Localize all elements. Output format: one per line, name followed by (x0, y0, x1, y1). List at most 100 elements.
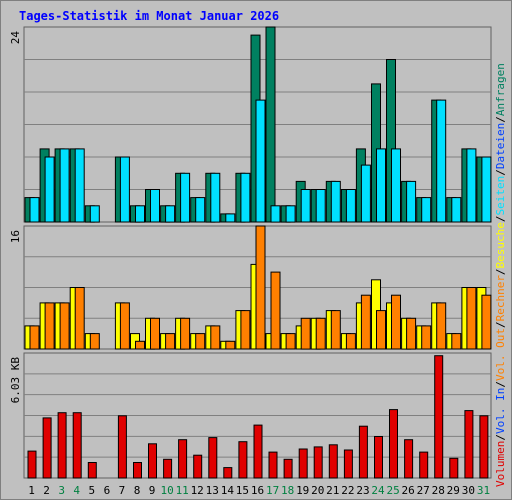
x-tick-label-day-26: 26 (401, 484, 414, 497)
bar-rechner-day-26 (406, 317, 417, 350)
legend-separator: / (494, 215, 507, 222)
bar-volumen-day-25 (389, 409, 398, 479)
x-tick-label-day-14: 14 (221, 484, 235, 497)
bar-volumen-day-31 (479, 415, 489, 479)
x-tick-label-day-29: 29 (447, 484, 460, 497)
bar-dateien-day-11 (180, 172, 191, 223)
bar-dateien-day-10 (165, 205, 176, 223)
bar-volumen-day-21 (328, 444, 338, 479)
x-tick-label-day-12: 12 (191, 484, 204, 497)
bar-rechner-day-13 (210, 325, 221, 350)
bar-rechner-day-27 (421, 325, 432, 350)
bar-volumen-day-29 (449, 457, 459, 479)
legend-entry-volumen: Volumen (494, 441, 507, 487)
y-axis-max-label: 6.03 KB (9, 357, 22, 404)
bar-dateien-day-29 (451, 197, 462, 223)
bar-dateien-day-16 (255, 99, 266, 223)
bar-volumen-day-15 (238, 441, 248, 479)
bar-rechner-day-22 (345, 333, 356, 350)
bar-volumen-day-10 (163, 458, 173, 479)
bar-dateien-day-13 (210, 172, 221, 223)
legend-separator: / (494, 321, 507, 328)
bar-dateien-day-25 (391, 148, 401, 223)
legend-separator: / (494, 116, 507, 123)
bar-rechner-day-5 (89, 333, 100, 350)
bar-rechner-day-16 (255, 225, 266, 350)
legend-entry-dateien: Dateien (494, 123, 507, 169)
bar-rechner-day-31 (481, 294, 492, 350)
bar-dateien-day-7 (119, 156, 130, 223)
bar-dateien-day-3 (59, 148, 70, 223)
legend-separator: / (494, 434, 507, 441)
x-tick-label-day-22: 22 (341, 484, 354, 497)
x-tick-label-day-18: 18 (281, 484, 294, 497)
bar-dateien-day-20 (315, 189, 326, 223)
bar-volumen-day-14 (223, 467, 233, 479)
bar-dateien-day-9 (150, 189, 160, 223)
bar-rechner-day-21 (330, 310, 341, 350)
bar-dateien-day-19 (300, 189, 311, 223)
bar-volumen-day-23 (358, 425, 368, 479)
x-tick-label-day-11: 11 (176, 484, 189, 497)
bar-dateien-day-31 (481, 156, 492, 223)
legend-entry-seiten: Seiten (494, 176, 507, 216)
x-tick-label-day-28: 28 (432, 484, 445, 497)
bar-volumen-day-9 (148, 443, 157, 479)
bar-rechner-day-12 (195, 333, 206, 350)
bar-dateien-day-2 (44, 156, 55, 223)
bar-rechner-day-25 (391, 294, 401, 350)
bar-rechner-day-17 (270, 271, 281, 350)
bar-dateien-day-28 (436, 99, 447, 223)
x-tick-label-day-5: 5 (88, 484, 95, 497)
bar-volumen-day-1 (27, 450, 37, 479)
bar-volumen-day-20 (313, 446, 323, 479)
legend-separator: / (494, 268, 507, 275)
bar-rechner-day-30 (466, 287, 477, 350)
x-tick-label-day-31: 31 (477, 484, 490, 497)
x-tick-label-day-21: 21 (326, 484, 339, 497)
bar-volumen-day-30 (464, 410, 474, 479)
bar-rechner-day-23 (360, 294, 371, 350)
bar-volumen-day-13 (208, 437, 218, 479)
bar-rechner-day-19 (300, 317, 311, 350)
bar-volumen-day-24 (374, 436, 383, 479)
x-tick-label-day-27: 27 (417, 484, 430, 497)
x-tick-label-day-8: 8 (134, 484, 141, 497)
x-tick-label-day-2: 2 (43, 484, 50, 497)
bar-volumen-day-8 (133, 462, 142, 479)
bar-anfragen-day-17 (265, 26, 276, 223)
legend-entry-besuche: Besuche (494, 222, 507, 268)
x-tick-label-day-24: 24 (371, 484, 385, 497)
bar-rechner-day-20 (315, 317, 326, 350)
x-tick-label-day-3: 3 (58, 484, 65, 497)
x-tick-label-day-19: 19 (296, 484, 309, 497)
bar-volumen-day-28 (434, 355, 444, 479)
bar-dateien-day-17 (270, 205, 281, 223)
x-tick-label-day-7: 7 (119, 484, 126, 497)
bar-rechner-day-8 (135, 340, 145, 350)
bar-dateien-day-12 (195, 197, 206, 223)
bar-dateien-day-14 (225, 213, 236, 223)
bar-rechner-day-1 (29, 325, 40, 350)
bar-volumen-day-17 (268, 451, 278, 479)
x-tick-label-day-16: 16 (251, 484, 264, 497)
bar-volumen-day-4 (72, 412, 82, 479)
bar-dateien-day-8 (135, 205, 145, 223)
bar-dateien-day-15 (240, 172, 251, 223)
x-tick-label-day-13: 13 (206, 484, 219, 497)
bar-volumen-day-19 (298, 448, 308, 479)
bar-volumen-day-27 (419, 451, 429, 479)
bar-rechner-day-3 (59, 302, 70, 350)
bar-volumen-day-22 (343, 449, 353, 479)
bar-volumen-day-5 (87, 462, 97, 479)
legend-entry-vol-out: Vol. Out (494, 328, 507, 381)
x-tick-label-day-30: 30 (462, 484, 475, 497)
bar-volumen-day-12 (193, 454, 203, 479)
legend-entry-rechner: Rechner (494, 275, 507, 322)
bar-volumen-day-18 (283, 458, 293, 479)
bar-rechner-day-11 (180, 317, 191, 350)
chart-title: Tages-Statistik im Monat Januar 2026 (19, 9, 279, 23)
bar-dateien-day-1 (29, 197, 40, 223)
x-tick-label-day-10: 10 (160, 484, 173, 497)
